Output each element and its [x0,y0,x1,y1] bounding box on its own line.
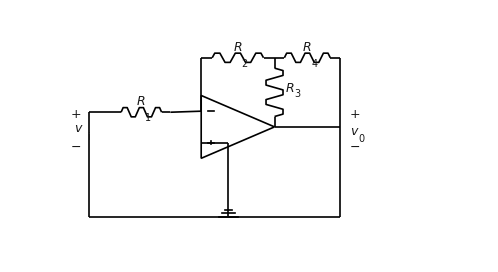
Text: +: + [71,108,82,121]
Text: 3: 3 [295,89,301,100]
Text: −: − [71,141,82,154]
Text: 0: 0 [358,134,364,144]
Text: R: R [303,41,312,54]
Text: i: i [87,132,90,142]
Text: 4: 4 [311,59,317,69]
Text: R: R [234,41,242,54]
Text: R: R [286,82,295,95]
Text: R: R [137,95,146,108]
Text: −: − [350,141,360,154]
Text: v: v [74,122,82,135]
Text: 1: 1 [145,113,151,123]
Text: +: + [350,108,361,121]
Text: 2: 2 [242,59,248,69]
Text: v: v [350,125,357,138]
